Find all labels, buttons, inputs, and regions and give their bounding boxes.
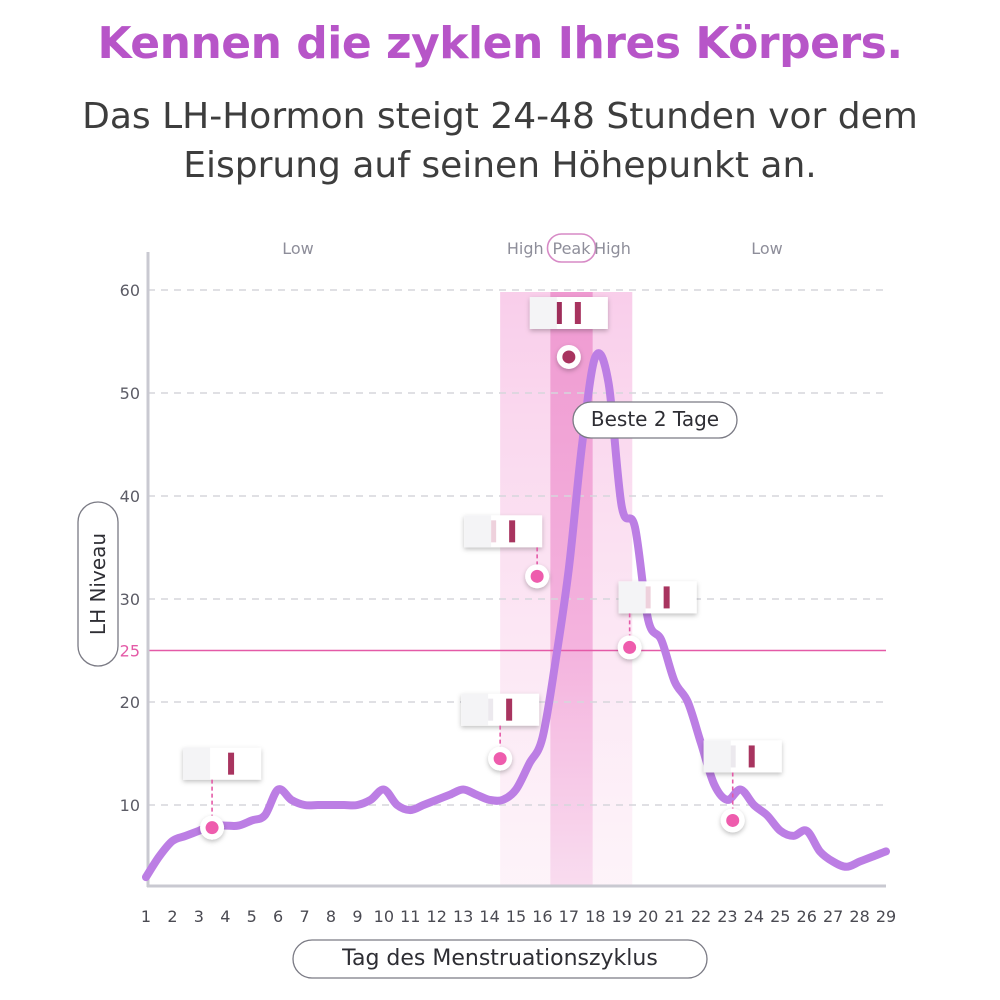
x-tick-label: 27: [823, 907, 843, 926]
zone-label-peak-pill: [546, 233, 597, 263]
y-tick-label: 60: [120, 281, 140, 300]
test-strip-handle: [464, 515, 492, 548]
test-strip-card: [618, 581, 697, 614]
x-tick-label: 13: [453, 907, 473, 926]
x-tick-label: 11: [400, 907, 420, 926]
test-strip-handle: [183, 747, 211, 780]
x-tick-label: 3: [194, 907, 204, 926]
x-tick-label: 9: [352, 907, 362, 926]
data-point: [726, 813, 740, 827]
zone-label: Low: [282, 239, 314, 258]
x-tick-label: 14: [479, 907, 499, 926]
test-strip-card: [464, 515, 543, 548]
x-tick-label: 12: [427, 907, 447, 926]
x-axis-title-pill: [292, 939, 708, 979]
x-tick-label: 29: [876, 907, 896, 926]
x-tick-label: 23: [717, 907, 737, 926]
threshold-label: 25: [120, 642, 140, 661]
series-layer: [142, 349, 890, 882]
x-tick-label: 15: [506, 907, 526, 926]
x-tick-label: 10: [374, 907, 394, 926]
test-strip-card: [183, 747, 262, 780]
x-tick-label: 5: [247, 907, 257, 926]
x-tick-label: 18: [585, 907, 605, 926]
page-subtitle: Das LH-Hormon steigt 24-48 Stunden vor d…: [82, 96, 918, 186]
x-axis-title: Tag des Menstruationszyklus: [341, 946, 658, 971]
x-tick-label: 8: [326, 907, 336, 926]
x-tick-label: 2: [167, 907, 177, 926]
zone-label: High: [507, 239, 544, 258]
data-point: [205, 821, 219, 835]
zone-label: Low: [751, 239, 783, 258]
y-tick-label: 50: [120, 384, 140, 403]
best-days-label: Beste 2 Tage: [591, 407, 719, 431]
data-point: [623, 640, 637, 654]
control-line: [506, 698, 513, 721]
test-strip-handle: [703, 740, 731, 773]
y-tick-label: 20: [120, 693, 140, 712]
y-tick-label: 40: [120, 487, 140, 506]
test-markers: [183, 297, 782, 840]
test-line: [556, 302, 562, 324]
x-tick-label: 7: [299, 907, 309, 926]
lh-series-line: [142, 349, 890, 882]
control-line: [574, 302, 581, 324]
x-tick-label: 24: [744, 907, 764, 926]
page-title: Kennen die zyklen Ihres Körpers.: [97, 18, 903, 69]
y-axis-title: LH Niveau: [86, 533, 110, 635]
test-strip-handle: [618, 581, 646, 614]
zone-label: High: [594, 239, 631, 258]
control-line: [663, 586, 670, 609]
x-tick-label: 25: [770, 907, 790, 926]
x-tick-label: 4: [220, 907, 230, 926]
x-tick-label: 28: [849, 907, 869, 926]
test-strip-card: [703, 740, 782, 773]
test-line: [645, 586, 651, 609]
test-strip-card: [529, 297, 608, 329]
test-strip-card: [461, 693, 540, 726]
test-line: [730, 745, 736, 768]
control-line: [509, 520, 516, 543]
x-tick-label: 16: [532, 907, 552, 926]
y-axis-title-pill: [77, 501, 119, 667]
data-point: [493, 752, 507, 766]
test-line: [491, 520, 497, 543]
x-tick-label: 1: [141, 907, 151, 926]
control-line: [228, 752, 235, 775]
data-point: [530, 569, 544, 583]
x-tick-label: 19: [612, 907, 632, 926]
test-strip-handle: [529, 297, 557, 329]
x-tick-label: 17: [559, 907, 579, 926]
x-tick-label: 22: [691, 907, 711, 926]
y-tick-label: 10: [120, 796, 140, 815]
y-tick-label: 30: [120, 590, 140, 609]
x-tick-label: 21: [664, 907, 684, 926]
data-point: [562, 350, 576, 364]
x-tick-label: 6: [273, 907, 283, 926]
test-line: [488, 698, 494, 721]
zone-label: Peak: [553, 239, 592, 258]
control-line: [748, 745, 755, 768]
test-strip-handle: [461, 693, 489, 726]
x-tick-label: 20: [638, 907, 658, 926]
best-days-pill: [572, 401, 738, 439]
zone-band-peak: [550, 292, 593, 886]
x-tick-label: 26: [797, 907, 817, 926]
